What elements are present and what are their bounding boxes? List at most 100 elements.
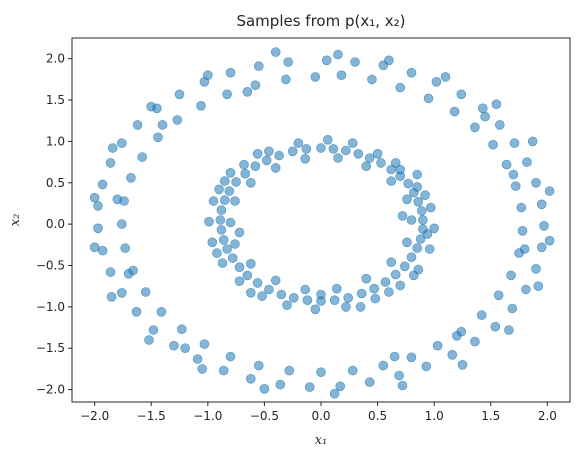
data-point xyxy=(270,163,281,173)
data-point xyxy=(300,154,311,164)
data-point xyxy=(199,339,210,349)
data-point xyxy=(212,248,222,258)
x-axis-label: x₁ xyxy=(315,433,328,448)
data-point xyxy=(301,144,312,154)
data-point xyxy=(399,261,410,272)
data-point xyxy=(531,178,541,188)
data-point xyxy=(531,263,541,274)
data-point xyxy=(225,351,236,362)
data-point xyxy=(107,143,118,153)
data-point xyxy=(395,82,406,93)
data-point xyxy=(415,234,426,244)
data-point xyxy=(234,262,245,273)
data-point xyxy=(421,361,432,372)
data-point xyxy=(456,89,467,100)
data-point xyxy=(397,211,408,221)
data-point xyxy=(361,161,372,171)
data-point xyxy=(321,55,332,66)
data-point xyxy=(257,291,267,301)
data-point xyxy=(480,111,490,122)
y-tick-label: 0.5 xyxy=(46,176,65,190)
data-point xyxy=(406,352,417,363)
y-tick-label: −2.0 xyxy=(36,383,65,397)
x-tick-label: −1.5 xyxy=(137,409,166,423)
data-point xyxy=(274,150,284,161)
data-point xyxy=(517,226,528,236)
data-point xyxy=(316,289,326,300)
data-point xyxy=(126,173,136,183)
y-axis: −2.0 −1.5 −1.0 −0.5 0.0 0.5 1.0 1.5 2.0 xyxy=(36,52,72,397)
data-point xyxy=(527,136,538,147)
data-point xyxy=(386,176,397,186)
data-point xyxy=(253,61,264,71)
data-point xyxy=(420,190,430,200)
x-tick-label: 2.0 xyxy=(538,409,557,423)
data-point xyxy=(156,306,167,317)
data-point xyxy=(196,101,206,111)
data-point xyxy=(507,303,518,314)
data-point xyxy=(413,197,424,207)
data-point xyxy=(220,195,230,205)
data-point xyxy=(451,330,462,341)
data-point xyxy=(204,216,214,227)
data-point xyxy=(270,275,281,286)
data-point xyxy=(494,120,505,130)
data-point xyxy=(335,381,346,392)
data-point xyxy=(408,270,419,281)
data-point xyxy=(364,153,375,163)
data-point xyxy=(329,388,340,399)
data-point xyxy=(544,186,555,196)
data-point xyxy=(516,202,527,213)
data-point xyxy=(140,287,151,297)
data-point xyxy=(310,304,321,315)
data-point xyxy=(412,169,423,180)
data-point xyxy=(218,235,229,245)
data-point xyxy=(197,364,207,374)
data-point xyxy=(192,354,203,364)
data-point xyxy=(246,178,256,188)
data-point xyxy=(389,351,400,362)
data-point xyxy=(300,284,311,295)
data-point xyxy=(230,239,240,249)
data-point xyxy=(322,135,333,145)
data-point xyxy=(390,158,401,168)
data-point xyxy=(395,164,406,175)
data-point xyxy=(378,360,389,371)
y-tick-label: 2.0 xyxy=(46,52,65,66)
data-point xyxy=(242,270,253,281)
data-point xyxy=(252,278,263,288)
data-point xyxy=(522,157,532,167)
data-point xyxy=(144,335,154,345)
data-point xyxy=(117,287,127,298)
data-point xyxy=(97,245,108,256)
data-point xyxy=(246,287,256,298)
data-point xyxy=(384,287,394,297)
data-point xyxy=(353,149,364,159)
data-point xyxy=(264,284,274,295)
data-point xyxy=(246,258,256,269)
data-point xyxy=(493,290,504,301)
data-point xyxy=(246,373,256,384)
data-point xyxy=(457,359,468,370)
data-point xyxy=(97,179,108,190)
data-point xyxy=(105,158,116,168)
data-point xyxy=(333,153,343,163)
data-point xyxy=(424,244,435,254)
data-point xyxy=(217,258,228,268)
data-point xyxy=(395,280,406,291)
y-tick-label: −1.5 xyxy=(36,341,65,355)
data-point xyxy=(447,349,458,360)
data-point xyxy=(519,244,530,254)
data-point xyxy=(423,93,434,104)
data-point xyxy=(264,146,274,157)
data-point xyxy=(253,360,264,371)
data-point xyxy=(333,49,343,60)
y-tick-label: 1.0 xyxy=(46,134,65,148)
data-point xyxy=(220,176,230,186)
data-point xyxy=(120,243,130,253)
data-point xyxy=(316,367,326,378)
data-point xyxy=(533,281,544,292)
data-point xyxy=(105,267,116,277)
data-point xyxy=(93,223,103,234)
